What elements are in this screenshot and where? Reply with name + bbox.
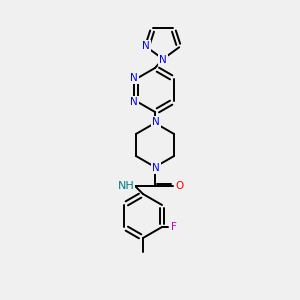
Text: N: N [142, 41, 150, 51]
Text: NH: NH [118, 181, 134, 191]
Text: N: N [152, 163, 160, 173]
Text: F: F [171, 222, 177, 232]
Text: N: N [152, 117, 160, 127]
Text: N: N [130, 97, 138, 107]
Text: N: N [130, 73, 138, 83]
Text: O: O [175, 181, 183, 191]
Text: N: N [159, 55, 167, 65]
